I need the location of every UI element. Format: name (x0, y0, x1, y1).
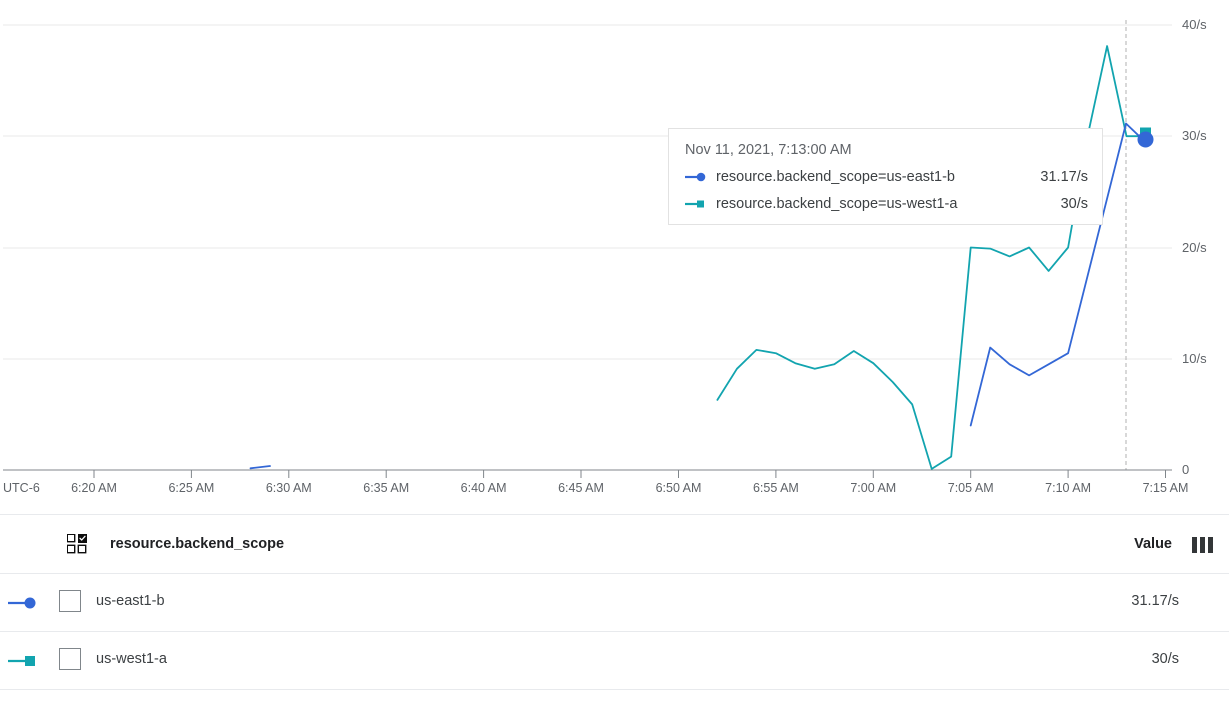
svg-text:6:45 AM: 6:45 AM (558, 481, 604, 495)
svg-text:40/s: 40/s (1182, 17, 1207, 32)
svg-text:UTC-6: UTC-6 (3, 481, 40, 495)
svg-text:6:40 AM: 6:40 AM (461, 481, 507, 495)
svg-text:10/s: 10/s (1182, 351, 1207, 366)
svg-text:7:10 AM: 7:10 AM (1045, 481, 1091, 495)
svg-text:7:05 AM: 7:05 AM (948, 481, 994, 495)
svg-text:6:20 AM: 6:20 AM (71, 481, 117, 495)
svg-text:30/s: 30/s (1182, 128, 1207, 143)
svg-text:7:00 AM: 7:00 AM (850, 481, 896, 495)
svg-text:6:25 AM: 6:25 AM (168, 481, 214, 495)
svg-text:0: 0 (1182, 462, 1189, 477)
svg-text:6:50 AM: 6:50 AM (656, 481, 702, 495)
svg-text:20/s: 20/s (1182, 240, 1207, 255)
svg-text:6:55 AM: 6:55 AM (753, 481, 799, 495)
svg-text:7:15 AM: 7:15 AM (1143, 481, 1189, 495)
svg-text:6:35 AM: 6:35 AM (363, 481, 409, 495)
svg-text:6:30 AM: 6:30 AM (266, 481, 312, 495)
